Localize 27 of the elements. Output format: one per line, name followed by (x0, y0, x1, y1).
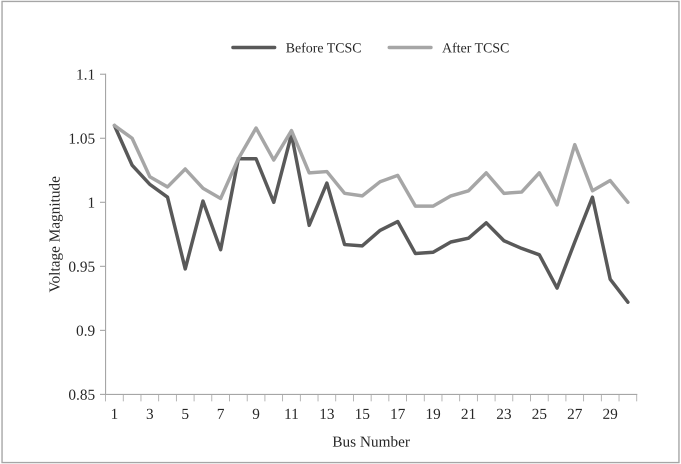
x-tick-label: 9 (252, 408, 260, 420)
line-series (112, 124, 630, 208)
x-tick-label: 25 (532, 408, 546, 420)
x-tick-label: 19 (426, 408, 440, 420)
x-tick-label: 15 (356, 408, 370, 420)
y-tick-label: 1 (88, 198, 94, 208)
y-tick-label: 0.9 (76, 326, 95, 336)
x-tick-label: 27 (568, 408, 582, 419)
x-tick-label: 17 (391, 408, 405, 419)
y-tick-label: 0.85 (68, 390, 95, 400)
x-tick-label: 5 (182, 408, 188, 420)
legend-label: After TCSC (442, 42, 509, 53)
x-tick-label: 21 (462, 408, 476, 419)
x-axis-title: Bus Number (332, 436, 410, 447)
y-tick-label: 0.95 (68, 261, 95, 272)
y-tick-label: 1.05 (70, 133, 95, 144)
y-axis-title: Voltage Magnitude (48, 176, 63, 292)
legend-label: Before TCSC (286, 42, 361, 53)
x-tick-label: 1 (112, 408, 118, 419)
x-tick-label: 13 (320, 408, 334, 420)
line-series (112, 124, 630, 304)
x-tick-label: 23 (496, 408, 511, 420)
x-tick-label: 3 (146, 408, 154, 420)
x-tick-label: 29 (603, 408, 618, 420)
x-tick-label: 7 (218, 408, 224, 419)
x-tick-label: 11 (285, 408, 298, 419)
y-tick-label: 1.1 (77, 69, 94, 80)
